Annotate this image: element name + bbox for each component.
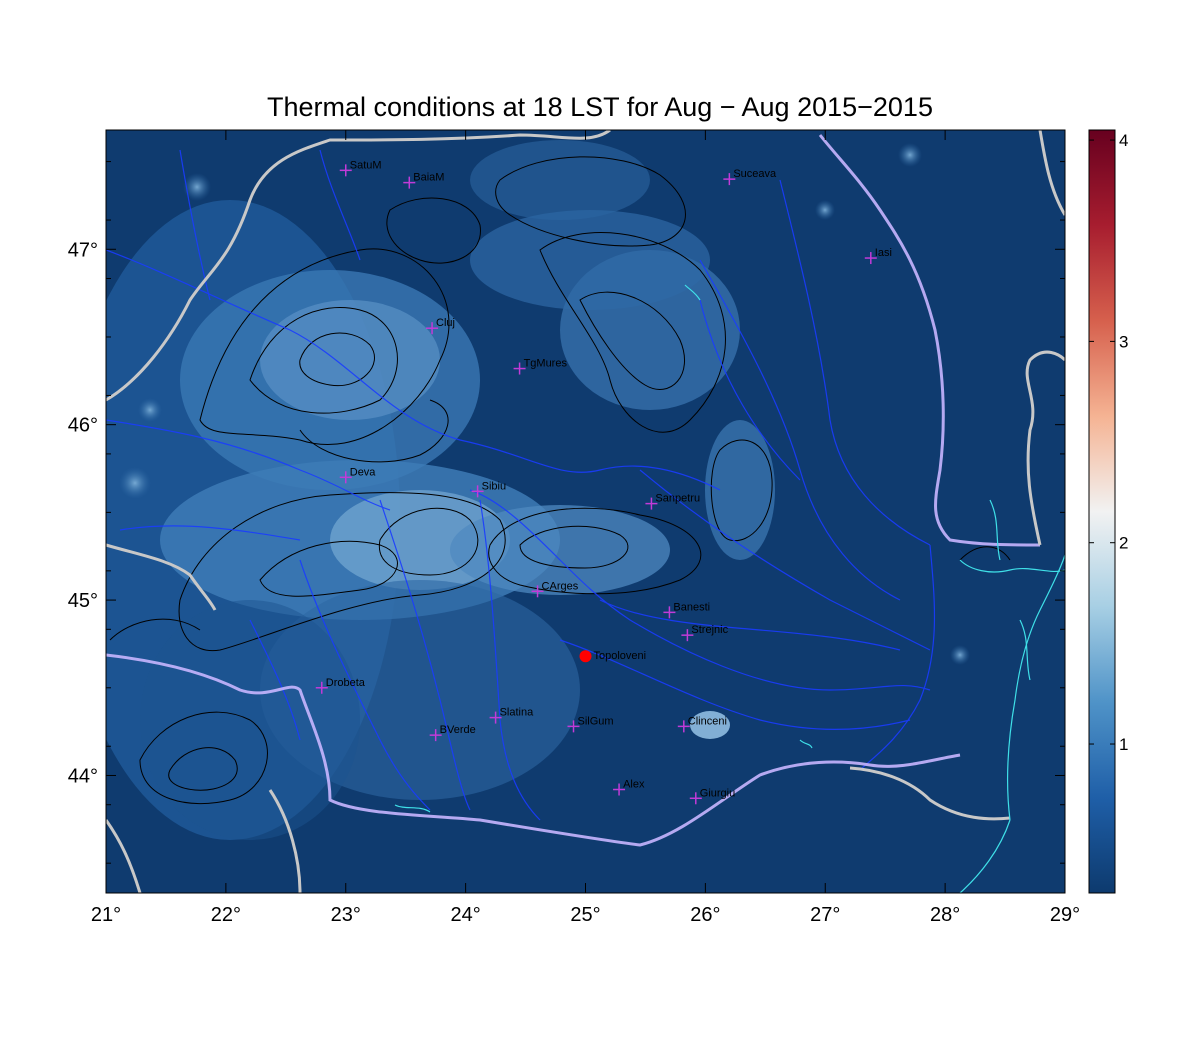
city-strejnic: Strejnic	[681, 624, 729, 642]
city-carges: CArges	[531, 580, 579, 598]
x-tick-label: 24°	[451, 904, 481, 926]
city-satum: SatuM	[339, 159, 382, 177]
country-borders	[106, 130, 1065, 893]
city-label: Suceava	[733, 168, 777, 180]
city-label: Slatina	[500, 707, 535, 719]
city-label: Sanpetru	[655, 493, 700, 505]
city-label: TgMures	[524, 358, 568, 370]
city-slatina: Slatina	[489, 707, 535, 724]
x-axis-ticks: 21° 22° 23° 24° 25° 26° 27° 28° 29°	[91, 130, 1080, 926]
eastern-border	[818, 134, 1041, 547]
city-label: Sibiu	[482, 480, 506, 492]
x-tick-label: 25°	[570, 904, 600, 926]
colorbar-tick-label: 4	[1119, 131, 1128, 150]
x-tick-label: 21°	[91, 904, 121, 926]
city-label: BaiaM	[413, 172, 444, 184]
city-drobeta: Drobeta	[315, 677, 366, 694]
y-axis-ticks: 44° 45° 46° 47°	[68, 161, 1065, 864]
city-label: Drobeta	[326, 677, 366, 689]
city-alex: Alex	[613, 779, 645, 796]
city-label: Clinceni	[688, 715, 727, 727]
colorbar: 1 2 3 4	[1088, 129, 1128, 894]
city-iasi: Iasi	[864, 247, 892, 265]
city-label: CArges	[542, 580, 579, 592]
rivers	[106, 149, 936, 821]
colorbar-tick-label: 1	[1119, 735, 1128, 754]
highlight-marker	[579, 650, 592, 663]
city-baiam: BaiaM	[403, 172, 444, 189]
city-label: SatuM	[350, 159, 382, 171]
city-label: Strejnic	[691, 624, 728, 636]
city-label: Banesti	[673, 601, 710, 613]
city-label: SilGum	[578, 715, 614, 727]
x-tick-label: 27°	[810, 904, 840, 926]
city-giurgiu: Giurgiu	[689, 787, 735, 805]
city-label: Alex	[623, 779, 645, 791]
x-tick-label: 22°	[211, 904, 241, 926]
x-tick-label: 26°	[690, 904, 720, 926]
city-bverde: BVerde	[429, 724, 476, 742]
danube-river	[106, 653, 961, 847]
city-banesti: Banesti	[663, 601, 710, 619]
city-clinceni: Clinceni	[677, 715, 727, 733]
contour-lines	[109, 156, 1011, 805]
city-tgmures: TgMures	[513, 358, 568, 375]
city-sanpetru: Sanpetru	[645, 493, 700, 510]
coastline	[394, 284, 1065, 893]
y-tick-label: 44°	[68, 765, 98, 787]
city-markers: SatuM BaiaM Suceava Iasi Cluj TgMures Deva Sibi…	[315, 159, 892, 805]
city-label: Deva	[350, 466, 377, 478]
x-tick-label: 29°	[1050, 904, 1080, 926]
city-label: BVerde	[440, 724, 476, 736]
colorbar-bar	[1088, 129, 1116, 894]
city-label: Iasi	[875, 247, 892, 259]
city-suceava: Suceava	[723, 168, 777, 186]
city-label: Giurgiu	[700, 787, 735, 799]
x-tick-label: 28°	[930, 904, 960, 926]
colorbar-ticks: 1 2 3 4	[1089, 131, 1128, 754]
colorbar-tick-label: 3	[1119, 332, 1128, 351]
x-tick-label: 23°	[331, 904, 361, 926]
city-sibiu: Sibiu	[471, 480, 506, 498]
y-tick-label: 47°	[68, 239, 98, 261]
map-panel: SatuM BaiaM Suceava Iasi Cluj TgMures Deva Sibi…	[106, 130, 1065, 893]
colorbar-tick-label: 2	[1119, 534, 1128, 553]
city-silgum: SilGum	[567, 715, 614, 733]
highlight-label: Topoloveni	[594, 650, 647, 662]
y-tick-label: 46°	[68, 415, 98, 437]
city-cluj: Cluj	[426, 317, 455, 335]
y-tick-label: 45°	[68, 590, 98, 612]
map-title: Thermal conditions at 18 LST for Aug − A…	[267, 92, 933, 122]
city-deva: Deva	[339, 466, 377, 484]
city-label: Cluj	[436, 317, 455, 329]
highlight-location: Topoloveni	[579, 650, 647, 663]
